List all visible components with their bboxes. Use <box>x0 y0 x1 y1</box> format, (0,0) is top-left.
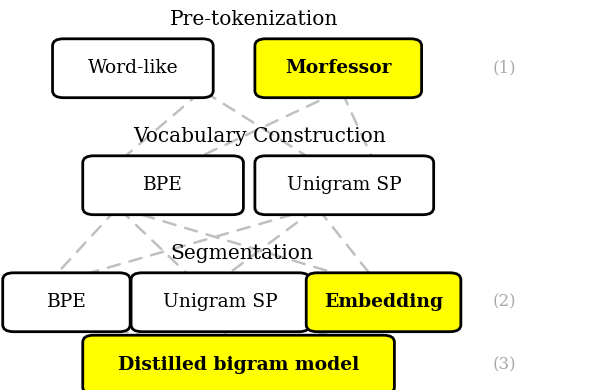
Text: Morfessor: Morfessor <box>285 59 391 77</box>
Text: Unigram SP: Unigram SP <box>287 176 402 194</box>
Text: Distilled bigram model: Distilled bigram model <box>118 356 359 374</box>
Text: Unigram SP: Unigram SP <box>163 293 278 311</box>
Text: Embedding: Embedding <box>324 293 443 311</box>
Text: (3): (3) <box>492 356 516 373</box>
Text: (1): (1) <box>492 60 516 77</box>
FancyBboxPatch shape <box>53 39 213 98</box>
FancyBboxPatch shape <box>255 39 422 98</box>
Text: (2): (2) <box>492 294 516 311</box>
Text: Word-like: Word-like <box>88 59 178 77</box>
FancyBboxPatch shape <box>306 273 461 332</box>
FancyBboxPatch shape <box>3 273 130 332</box>
FancyBboxPatch shape <box>131 273 310 332</box>
Text: Pre-tokenization: Pre-tokenization <box>170 10 338 29</box>
Text: Vocabulary Construction: Vocabulary Construction <box>133 127 386 146</box>
Text: Segmentation: Segmentation <box>170 244 313 263</box>
Text: BPE: BPE <box>143 176 183 194</box>
FancyBboxPatch shape <box>83 156 243 215</box>
FancyBboxPatch shape <box>255 156 434 215</box>
Text: BPE: BPE <box>47 293 86 311</box>
FancyBboxPatch shape <box>83 335 394 390</box>
